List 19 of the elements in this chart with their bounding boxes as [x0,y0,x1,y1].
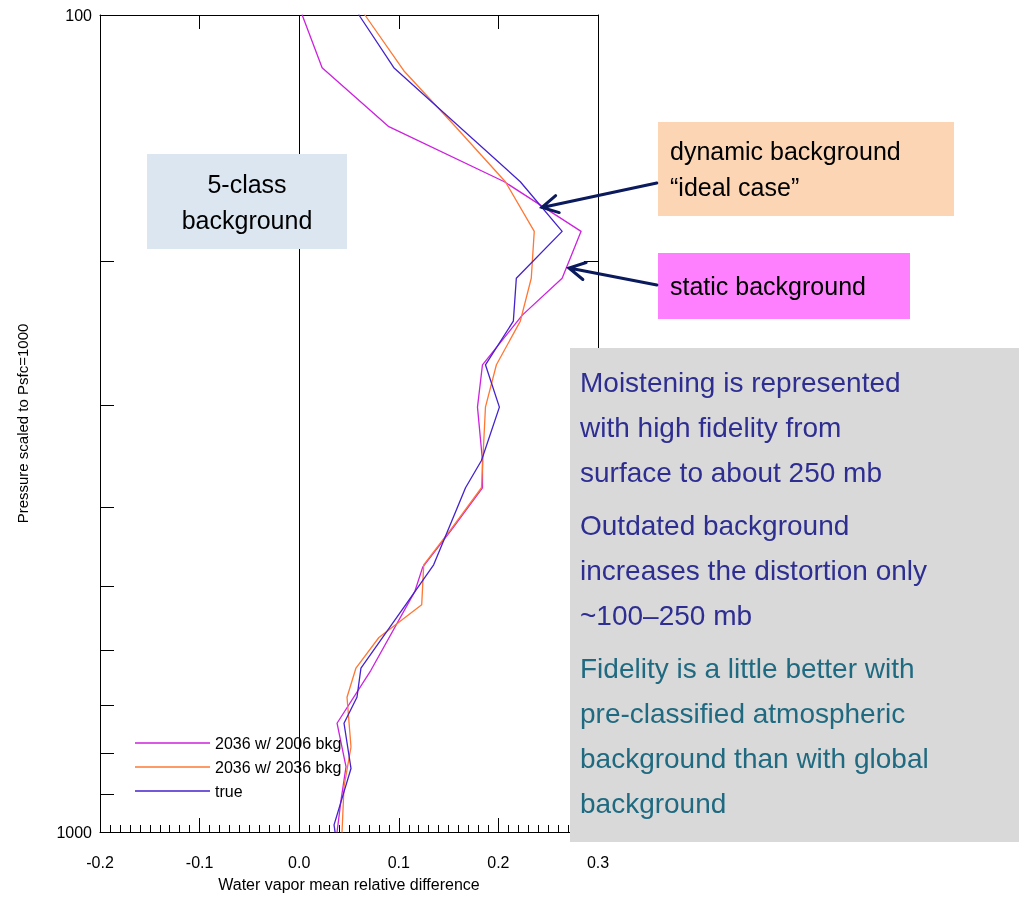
x-tick-label: 0.2 [487,853,510,871]
note-box: dynamic background “ideal case” [658,122,954,216]
x-tick-label: 0.1 [387,853,411,871]
annotation: Moistening is represented with high fidelity from surface to about 250 mb [580,366,902,490]
legend-label: true [215,782,243,800]
x-tick-label: 0.3 [586,853,610,871]
x-axis-title: Water vapor mean relative difference [218,875,480,893]
annotation: Fidelity is a little better with pre-classified atmospheric background than with global background [580,652,930,821]
x-tick-label: -0.1 [185,853,214,871]
x-tick-label: -0.2 [86,853,114,871]
y-axis-title: Pressure scaled to Psfc=1000 [14,323,31,524]
annotation: Outdated background increases the distortion only ~100–250 mb [580,509,929,633]
x-tick-label: 0.0 [288,853,311,871]
note-panel: Moistening is represented with high fidelity from surface to about 250 mb Outdated background increases the distortion only ~100–250 mb Fidelity is a little better with pre-classified atmospheric background than with global background [570,348,1019,842]
y-tick-label: 1000 [56,823,93,841]
note-box: static background [658,253,910,319]
y-tick-label: 100 [65,6,93,24]
note-box: 5-class background [147,154,347,249]
line-series [341,14,535,833]
